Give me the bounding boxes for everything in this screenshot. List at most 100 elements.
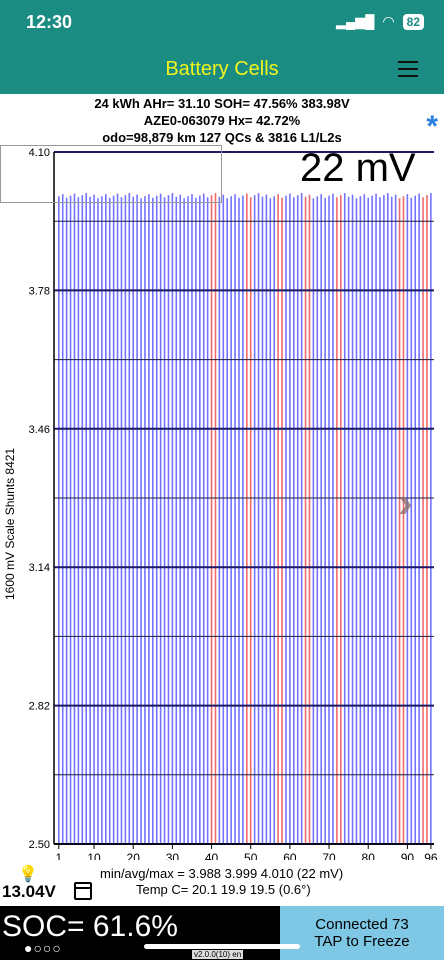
cell-bar-7	[81, 195, 84, 844]
cell-bar-32	[179, 194, 182, 844]
cell-bar-26	[155, 195, 158, 844]
cell-bar-18	[124, 195, 127, 844]
pack-info-line3: odo=98,879 km 127 QCs & 3816 L1/L2s	[102, 130, 342, 145]
star-icon[interactable]: *	[426, 110, 438, 143]
cell-bar-76	[351, 194, 354, 844]
cell-bar-47	[238, 197, 240, 844]
y-tick-label: 3.14	[29, 562, 50, 574]
cell-bar-74	[343, 193, 346, 845]
cell-bar-16	[116, 193, 119, 845]
cell-bar-69	[324, 197, 326, 844]
cell-bar-13	[105, 194, 107, 844]
home-indicator[interactable]	[144, 944, 300, 949]
cell-bar-62	[296, 195, 299, 844]
cell-bar-23	[144, 196, 146, 844]
cell-bar-91	[410, 197, 413, 844]
cell-bar-35	[191, 194, 193, 844]
cell-bar-34	[187, 196, 189, 844]
connection-status: Connected 73	[315, 916, 409, 933]
y-tick-label: 2.50	[29, 839, 50, 851]
chevron-right-icon[interactable]: ›	[398, 478, 413, 527]
cell-bar-44	[226, 198, 229, 844]
cell-bar-37	[199, 195, 201, 844]
status-bar: 12:30 ▂▄▆█ ◠ 82	[0, 0, 444, 48]
cell-bar-10	[93, 194, 95, 844]
cell-bar-54	[265, 194, 268, 844]
lightbulb-icon[interactable]: 💡	[18, 866, 38, 883]
app-header: Battery Cells	[0, 48, 444, 94]
cell-bar-75	[347, 196, 350, 845]
cell-bar-89	[402, 196, 405, 844]
cell-bar-31	[175, 196, 178, 845]
cell-bar-19	[128, 193, 131, 845]
cell-bar-65	[308, 194, 311, 844]
wifi-icon: ◠	[382, 13, 395, 29]
page-indicator[interactable]: ●○○○	[24, 940, 62, 956]
x-tick-label: 90	[401, 851, 415, 860]
cell-bar-25	[152, 197, 154, 844]
status-icons: ▂▄▆█ ◠ 82	[336, 13, 424, 30]
calendar-icon[interactable]	[74, 882, 92, 900]
cell-bar-38	[202, 193, 205, 845]
x-tick-label: 50	[244, 851, 258, 860]
soc-readout: SOC= 61.6%	[2, 910, 178, 943]
cell-bar-15	[112, 195, 115, 844]
cell-bar-77	[355, 198, 358, 844]
cell-bar-73	[340, 195, 342, 844]
cell-bar-14	[108, 197, 111, 844]
cell-bar-50	[249, 197, 252, 845]
cell-bar-4	[69, 195, 72, 844]
cell-voltage-chart: 4.10 3.78 3.46 3.14 2.82 2.50 1 10 20 30 40 50 60 70 8…	[29, 147, 438, 860]
cell-bar-36	[195, 197, 197, 844]
cell-bar-6	[77, 197, 80, 845]
cell-bar-39	[206, 197, 209, 845]
cell-bar-66	[312, 198, 315, 844]
cell-bar-88	[398, 198, 401, 844]
cell-bar-79	[363, 194, 366, 844]
x-tick-label: 80	[362, 851, 376, 860]
cell-bar-49	[246, 193, 248, 845]
cell-bar-8	[85, 193, 88, 845]
cell-bar-71	[332, 193, 334, 845]
x-tick-label: 96	[424, 851, 438, 860]
cell-bar-22	[140, 198, 142, 844]
cell-bar-24	[148, 194, 150, 844]
cell-bar-1	[58, 196, 60, 844]
y-tick-label: 2.82	[29, 701, 50, 713]
cell-bar-86	[390, 196, 393, 845]
cell-bar-48	[242, 195, 244, 844]
cell-bar-3	[65, 197, 68, 844]
menu-icon[interactable]	[398, 56, 418, 82]
cell-bar-57	[277, 194, 279, 844]
cell-bar-63	[300, 193, 303, 845]
page-title: Battery Cells	[165, 58, 279, 80]
y-tick-label: 3.78	[29, 285, 50, 297]
signal-icon: ▂▄▆█	[336, 13, 375, 29]
cell-bar-85	[387, 193, 389, 845]
cell-bar-2	[61, 194, 64, 844]
cell-bar-60	[289, 193, 291, 845]
y-tick-label: 4.10	[29, 147, 50, 159]
cell-bar-11	[97, 198, 99, 844]
cell-bar-30	[171, 193, 174, 845]
x-tick-label: 20	[127, 851, 141, 860]
cell-bar-95	[426, 195, 428, 844]
cell-bar-55	[269, 198, 272, 844]
cell-bar-61	[293, 197, 295, 845]
x-tick-label: 40	[205, 851, 219, 860]
cell-bar-33	[183, 198, 185, 844]
cell-bar-41	[214, 193, 217, 845]
cell-bar-93	[418, 193, 420, 845]
battery-icon: 82	[402, 13, 424, 30]
cell-bar-5	[73, 193, 76, 845]
aux-battery-voltage: 13.04V	[2, 882, 56, 901]
cell-bar-92	[414, 195, 417, 844]
cell-bar-80	[367, 197, 370, 844]
cell-bar-46	[234, 194, 236, 844]
cell-bar-52	[257, 193, 260, 845]
cell-bar-84	[383, 195, 385, 844]
cell-bar-70	[328, 195, 330, 844]
cell-bar-90	[406, 194, 409, 844]
cell-bar-67	[316, 196, 319, 844]
connection-freeze-button[interactable]: Connected 73 TAP to Freeze	[280, 906, 444, 960]
